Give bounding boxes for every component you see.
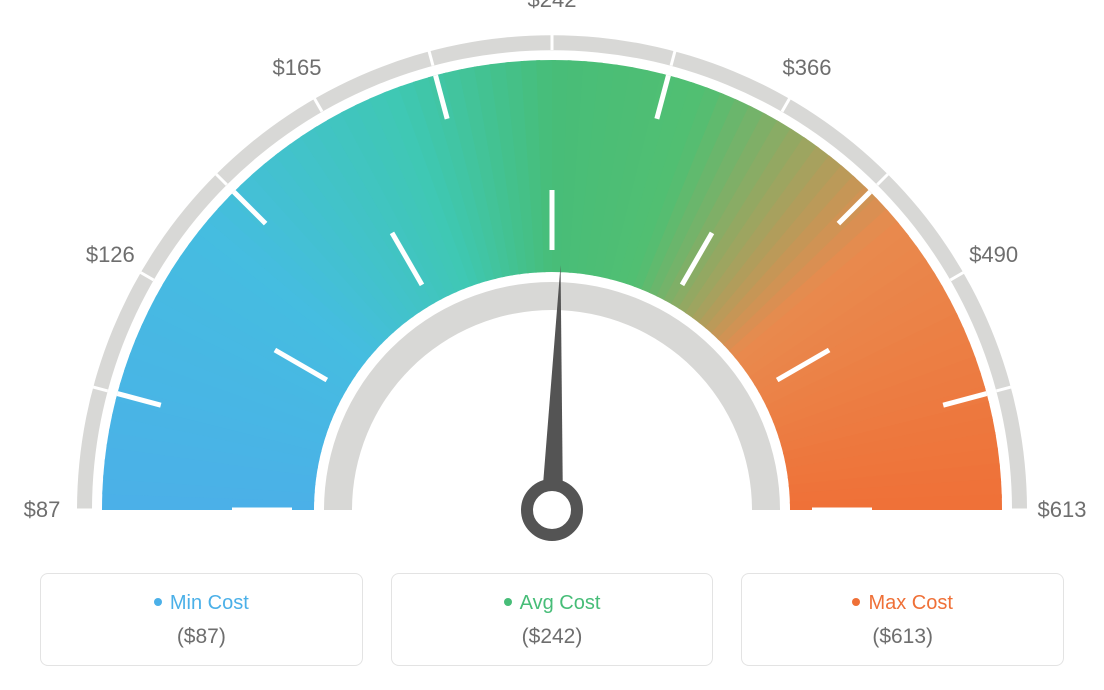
- cost-gauge-container: $87 $126 $165 $242 $366 $490 $613 Min Cost ($8…: [0, 0, 1104, 690]
- legend-value-min: ($87): [41, 625, 362, 649]
- legend-title-avg: Avg Cost: [392, 592, 713, 615]
- legend-dot-max: [852, 598, 860, 606]
- gauge-tick-label: $490: [969, 242, 1018, 268]
- legend-label-max: Max Cost: [868, 592, 952, 614]
- legend-label-min: Min Cost: [170, 592, 249, 614]
- gauge-tick-label: $165: [273, 55, 322, 81]
- gauge-tick-label: $87: [24, 497, 61, 523]
- gauge-tick-label: $613: [1038, 497, 1087, 523]
- legend-label-avg: Avg Cost: [520, 592, 601, 614]
- legend-value-avg: ($242): [392, 625, 713, 649]
- legend-value-max: ($613): [742, 625, 1063, 649]
- legend-card-max: Max Cost ($613): [741, 573, 1064, 666]
- gauge-tick-label: $242: [528, 0, 577, 13]
- gauge-svg: [0, 0, 1104, 560]
- legend-card-avg: Avg Cost ($242): [391, 573, 714, 666]
- legend-title-min: Min Cost: [41, 592, 362, 615]
- gauge-tick-label: $366: [783, 55, 832, 81]
- legend-title-max: Max Cost: [742, 592, 1063, 615]
- gauge-tick-label: $126: [86, 242, 135, 268]
- legend-dot-min: [154, 598, 162, 606]
- gauge-chart: $87 $126 $165 $242 $366 $490 $613: [0, 0, 1104, 560]
- legend-dot-avg: [504, 598, 512, 606]
- legend-row: Min Cost ($87) Avg Cost ($242) Max Cost …: [40, 573, 1064, 666]
- legend-card-min: Min Cost ($87): [40, 573, 363, 666]
